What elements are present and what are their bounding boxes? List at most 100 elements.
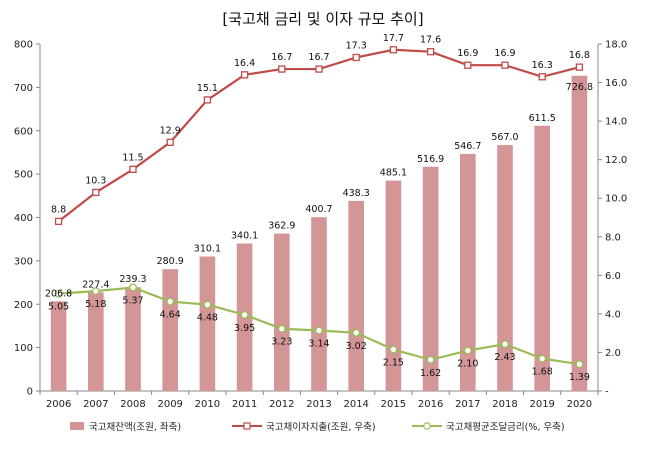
x-tick-label: 2009 (157, 399, 182, 410)
interest-value-label: 16.9 (494, 48, 515, 59)
rate-point (463, 346, 472, 355)
rate-point (315, 326, 323, 335)
x-tick-label: 2018 (492, 399, 517, 410)
right-tick-label: 6.0 (605, 271, 621, 282)
bar-balance (87, 292, 104, 391)
x-tick-label: 2011 (232, 399, 257, 410)
interest-value-label: 16.4 (234, 58, 255, 69)
x-tick-label: 2015 (381, 399, 406, 410)
x-tick-label: 2007 (83, 399, 108, 410)
interest-point (538, 73, 546, 81)
interest-value-label: 12.9 (160, 125, 181, 136)
rate-value-label: 5.05 (48, 302, 69, 313)
rate-point (352, 328, 361, 337)
bar-value-label: 239.3 (119, 274, 146, 285)
rate-value-label: 1.39 (569, 372, 590, 383)
bar-value-label: 611.5 (529, 113, 556, 124)
interest-value-label: 17.7 (383, 33, 404, 44)
rate-point (575, 360, 584, 369)
x-tick-label: 2012 (269, 399, 294, 410)
axes-layer: 0 100 200 300 400 500 600 700 800 - 2.0 4.0 6.0 8.0 10… (14, 40, 627, 411)
bar-value-label: 206.8 (45, 288, 72, 299)
chart-title: [국고채 금리 및 이자 규모 추이] (222, 10, 423, 28)
rate-point (240, 310, 249, 319)
rate-value-label: 2.15 (383, 358, 404, 369)
interest-value-label: 17.6 (420, 35, 441, 46)
right-tick-label: 18.0 (605, 40, 627, 51)
interest-point (166, 138, 174, 146)
right-tick-label: 4.0 (605, 309, 621, 320)
legend-label-interest: 국고채이자지출(조원, 우축) (266, 422, 376, 433)
rate-value-label: 1.68 (532, 367, 553, 378)
interest-value-label: 10.3 (85, 175, 106, 186)
rate-value-label: 3.14 (308, 338, 329, 349)
x-tick-label: 2008 (120, 399, 145, 410)
bar-balance (571, 75, 588, 392)
rate-value-label: 4.48 (197, 313, 218, 324)
left-tick-label: 0 (27, 387, 33, 398)
x-tick-label: 2013 (306, 399, 331, 410)
x-tick-label: 2017 (455, 399, 480, 410)
interest-point (501, 61, 509, 69)
interest-point (389, 46, 398, 54)
right-tick-label: 16.0 (605, 78, 627, 89)
x-tick-label: 2019 (529, 399, 554, 410)
rate-point (166, 297, 175, 306)
rate-point (389, 345, 398, 354)
interest-value-label: 8.8 (51, 204, 66, 215)
right-tick-label: 10.0 (605, 194, 627, 205)
rate-point (538, 354, 547, 363)
x-tick-label: 2010 (195, 399, 220, 410)
bar-value-label: 726.8 (566, 82, 593, 93)
rate-point (129, 283, 137, 292)
bar-balance (459, 153, 476, 391)
interest-point (129, 165, 137, 173)
left-tick-label: 100 (14, 343, 33, 354)
left-tick-label: 600 (14, 126, 33, 137)
rate-value-label: 5.37 (122, 295, 143, 306)
bar-balance (199, 256, 216, 391)
bar-balance (162, 269, 179, 391)
left-tick-label: 800 (14, 40, 33, 51)
interest-point (315, 65, 323, 73)
rate-value-label: 2.10 (457, 359, 478, 370)
bar-balance (125, 287, 141, 391)
interest-value-label: 17.3 (346, 40, 367, 51)
rate-point (91, 287, 100, 296)
right-tick-label: 8.0 (605, 232, 621, 243)
rate-value-label: 3.23 (271, 337, 292, 348)
interest-value-label: 15.1 (197, 83, 218, 94)
bar-balance (385, 180, 402, 391)
interest-point (240, 71, 249, 79)
left-tick-label: 500 (14, 170, 33, 181)
rate-point (54, 289, 63, 298)
legend: 국고채잔액(조원, 좌축) 국고채이자지출(조원, 우축) 국고채평균조달금리(%,… (70, 421, 565, 433)
interest-point (203, 96, 212, 104)
interest-value-label: 16.9 (457, 48, 478, 59)
bars-layer (50, 75, 588, 392)
bar-value-label: 280.9 (157, 256, 184, 267)
bar-value-label: 485.1 (380, 168, 407, 179)
rate-value-label: 1.62 (420, 368, 441, 379)
left-tick-label: 300 (14, 256, 33, 267)
left-tick-label: 400 (14, 213, 33, 224)
bar-value-label: 310.1 (194, 243, 221, 254)
left-tick-label: 700 (14, 83, 33, 94)
rate-point (501, 340, 509, 349)
bar-balance (348, 200, 365, 391)
x-tick-label: 2016 (418, 399, 443, 410)
legend-marker-interest (243, 422, 251, 430)
x-tick-label: 2014 (343, 399, 368, 410)
interest-value-label: 11.5 (122, 152, 143, 163)
interest-value-label: 16.3 (532, 60, 553, 71)
bar-value-label: 340.1 (231, 230, 258, 241)
legend-label-rate: 국고채평균조달금리(%, 우축) (446, 421, 565, 433)
right-tick-label: 14.0 (605, 117, 627, 128)
x-tick-label: 2020 (567, 399, 592, 410)
x-tick-label: 2006 (46, 399, 71, 410)
data-labels-layer: 206.8 227.4 239.3 280.9 310.1 340.1 362.9 400.7… (45, 33, 593, 383)
rate-value-label: 5.18 (85, 299, 106, 310)
interest-point (426, 48, 435, 56)
left-tick-label: 200 (14, 300, 33, 311)
bar-balance (422, 166, 439, 391)
